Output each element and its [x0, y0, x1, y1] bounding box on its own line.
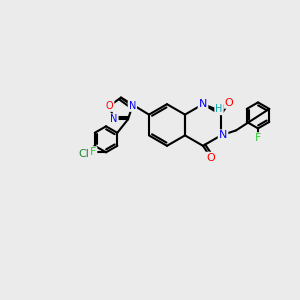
Text: O: O — [106, 101, 113, 111]
Text: F: F — [255, 134, 261, 143]
Text: H: H — [215, 104, 223, 114]
Text: O: O — [207, 153, 215, 163]
Text: N: N — [219, 130, 227, 140]
Text: O: O — [225, 98, 233, 108]
Text: N: N — [110, 114, 118, 124]
Text: Cl: Cl — [78, 149, 89, 159]
Text: F: F — [90, 147, 96, 157]
Text: N: N — [199, 99, 207, 109]
Text: N: N — [129, 101, 136, 111]
